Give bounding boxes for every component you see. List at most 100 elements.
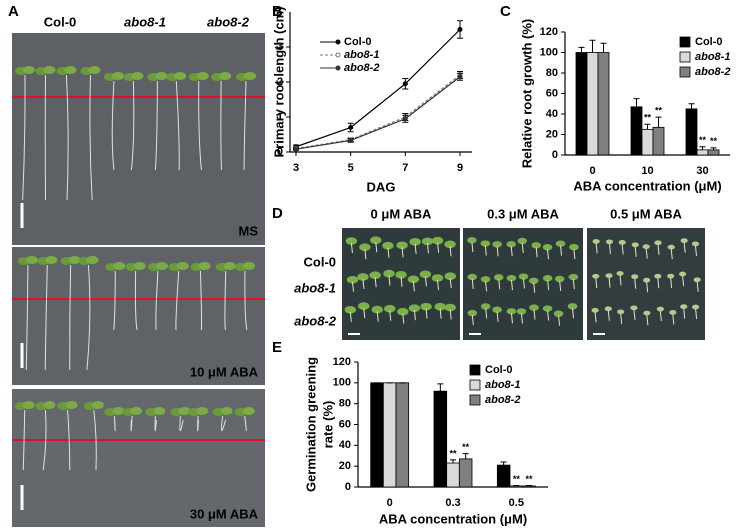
error-bar: [644, 123, 651, 130]
root: [179, 415, 184, 431]
legend-marker: [335, 39, 341, 45]
leaf: [223, 262, 236, 270]
seedling: [516, 308, 527, 315]
error-bar: [589, 39, 596, 53]
root: [198, 80, 202, 171]
column-label: Col-0: [44, 14, 77, 29]
leaf: [91, 401, 104, 409]
x-tick-label: 10: [641, 165, 653, 177]
legend-label: Col-0: [485, 364, 513, 376]
hypocotyl: [694, 245, 697, 256]
y-tick-label: 0: [345, 481, 351, 493]
leaf: [220, 407, 233, 415]
root: [224, 270, 227, 331]
legend-swatch: [679, 36, 691, 48]
seedling: [369, 271, 381, 280]
seedling: [345, 237, 358, 245]
bar: [707, 149, 720, 156]
seedling: [680, 238, 688, 244]
legend-label: abo8-2: [344, 62, 379, 74]
bar: [696, 149, 709, 156]
column-label: 0 μM ABA: [371, 206, 433, 221]
seedling: [680, 304, 688, 310]
seedling: [654, 273, 662, 279]
seedling: [506, 274, 517, 282]
root: [244, 415, 247, 431]
y-axis-title: Primary root length (cm): [271, 7, 286, 158]
point: [402, 81, 408, 87]
seedling: [480, 303, 491, 310]
seedling: [467, 309, 478, 317]
seedling: [553, 310, 564, 317]
leaf: [111, 72, 124, 80]
seedling: [409, 238, 421, 246]
legend-swatch: [469, 364, 481, 376]
panel-letter: D: [272, 205, 283, 222]
error-bar: [578, 46, 585, 53]
significance-label: **: [525, 474, 533, 484]
seedling: [493, 274, 504, 281]
hypocotyl: [362, 278, 365, 290]
leaf: [242, 407, 255, 415]
y-tick-label: 120: [333, 356, 351, 368]
leaf: [155, 72, 168, 80]
leaf: [25, 256, 38, 264]
seedling: [371, 305, 383, 314]
hypocotyl: [401, 247, 404, 258]
y-tick-label: 80: [339, 398, 351, 410]
seedling: [506, 241, 517, 248]
column-label: abo8-1: [124, 14, 166, 29]
seedling: [382, 241, 394, 250]
seedling: [642, 244, 650, 250]
error-bar: [450, 459, 456, 464]
x-axis-title: ABA concentration (μM): [573, 178, 721, 193]
hypocotyl: [634, 278, 637, 289]
hypocotyl: [484, 245, 487, 256]
seedling: [630, 305, 638, 311]
error-bar: [462, 453, 469, 459]
hypocotyl: [696, 281, 699, 292]
y-tick-label: 100: [540, 46, 558, 58]
series-line: [295, 76, 461, 150]
seedling: [691, 241, 700, 247]
hypocotyl: [559, 280, 562, 292]
point: [402, 116, 408, 122]
seedling: [631, 242, 639, 248]
x-tick-label: 3: [293, 162, 299, 174]
leaf: [176, 262, 189, 270]
hypocotyl: [449, 246, 452, 257]
leaf: [68, 256, 81, 264]
legend-label: abo8-1: [695, 51, 730, 63]
root: [244, 270, 248, 331]
seedling: [555, 240, 566, 247]
root: [113, 270, 116, 331]
hypocotyl: [375, 242, 378, 253]
hypocotyl: [621, 244, 624, 255]
hypocotyl: [471, 242, 474, 253]
y-tick-label: 1: [277, 111, 283, 123]
legend-swatch: [679, 51, 691, 63]
hypocotyl: [572, 308, 575, 319]
leaf: [133, 262, 146, 270]
photo: [12, 33, 265, 245]
seedling: [528, 277, 539, 284]
y-tick-label: 3: [277, 41, 283, 53]
error-bar: [688, 103, 695, 109]
leaf: [196, 407, 209, 415]
x-tick-label: 0: [589, 165, 595, 177]
seedling: [631, 274, 639, 280]
hypocotyl: [402, 313, 405, 324]
leaf: [22, 401, 35, 409]
legend-swatch: [679, 66, 691, 78]
y-axis-title: Relative root growth (%): [519, 19, 534, 169]
root: [175, 80, 180, 171]
legend-label: abo8-1: [344, 49, 379, 61]
seedling: [480, 240, 491, 247]
legend-label: Col-0: [344, 36, 372, 48]
y-tick-label: 20: [546, 128, 558, 140]
bar: [586, 52, 599, 156]
hypocotyl: [349, 311, 352, 322]
seedling: [434, 302, 446, 311]
y-tick-label: 100: [333, 377, 351, 389]
hypocotyl: [425, 308, 428, 319]
